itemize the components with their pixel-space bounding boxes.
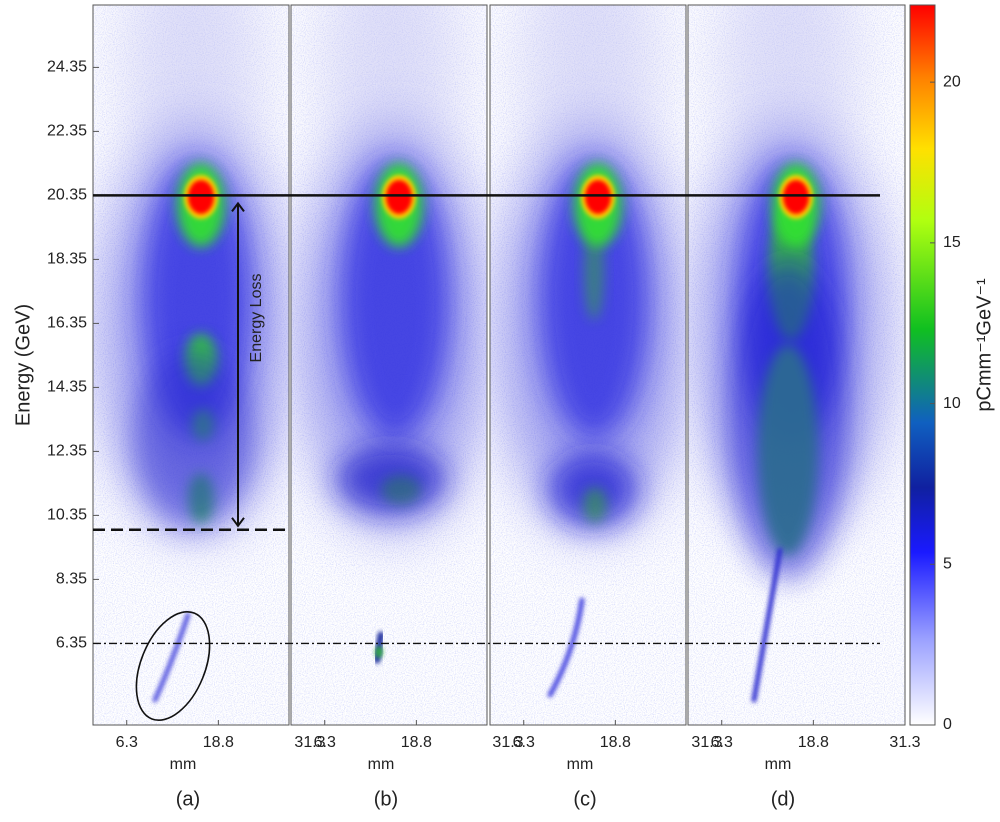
overlay: Energy Loss 0 5 10 15 20 pCmm⁻¹GeV⁻¹	[93, 4, 995, 733]
colorbar-tick-label: 10	[943, 395, 961, 412]
x-axis-label: mm	[368, 756, 395, 773]
y-tick-label: 6.35	[56, 635, 87, 652]
colorbar	[909, 4, 936, 726]
y-tick-label: 10.35	[47, 507, 87, 524]
x-axis-label: mm	[170, 756, 197, 773]
x-tick-label: 18.8	[401, 734, 432, 751]
beam-feature	[133, 350, 253, 530]
beam-feature	[188, 180, 214, 214]
beam-streak	[152, 612, 191, 703]
panels: 6.3 18.8 31.3 mm (a) 6.3 18.8 31.3 mm (b) 6.3 18.8 3…	[47, 4, 921, 810]
panel-frame	[687, 4, 906, 726]
beam-feature	[340, 160, 450, 440]
panel: 6.3 18.8 31.3 mm (a)	[92, 4, 326, 810]
beam-feature	[583, 487, 607, 523]
y-axis-label: Energy (GeV)	[12, 304, 34, 426]
x-tick-label: 18.8	[203, 734, 234, 751]
y-tick-label: 8.35	[56, 571, 87, 588]
beam-streak	[547, 597, 585, 698]
beam-feature	[728, 260, 848, 580]
y-tick-label: 18.35	[47, 251, 87, 268]
colorbar-label: pCmm⁻¹GeV⁻¹	[973, 278, 995, 412]
heatmap-image	[93, 5, 289, 725]
panel-label: (b)	[374, 788, 398, 810]
x-tick-label: 6.3	[513, 734, 535, 751]
x-tick-label: 31.3	[889, 734, 920, 751]
x-axis-label: mm	[567, 756, 594, 773]
panel: 6.3 18.8 31.3 mm (b)	[290, 4, 524, 810]
x-tick-label: 18.8	[600, 734, 631, 751]
annotation-label: Energy Loss	[248, 274, 265, 363]
y-tick-label: 20.35	[47, 187, 87, 204]
panel-frame	[290, 4, 488, 726]
beam-feature	[386, 180, 412, 214]
beam-feature	[783, 180, 809, 214]
beam-feature	[375, 646, 383, 658]
panel-label: (a)	[176, 788, 200, 810]
colorbar-tick-label: 5	[943, 556, 952, 573]
x-tick-label: 6.3	[116, 734, 138, 751]
x-tick-label: 31.3	[492, 734, 523, 751]
beam-feature	[718, 5, 858, 180]
panel-frame	[489, 4, 687, 726]
beam-feature	[321, 5, 461, 180]
beam-feature	[520, 5, 660, 180]
y-tick-label: 14.35	[47, 379, 87, 396]
panel-frame	[92, 4, 290, 726]
beam-streak	[751, 547, 783, 703]
heatmap-image	[688, 5, 905, 725]
x-axis-label: mm	[765, 756, 792, 773]
x-tick-label: 18.8	[798, 734, 829, 751]
y-tick-label: 24.35	[47, 59, 87, 76]
colorbar-tick-label: 0	[943, 716, 952, 733]
x-tick-label: 6.3	[314, 734, 336, 751]
panel: 6.3 18.8 31.3 mm (d)	[687, 4, 921, 810]
heatmap-image	[291, 5, 487, 725]
panel-label: (d)	[771, 788, 795, 810]
y-tick-label: 16.35	[47, 315, 87, 332]
x-tick-label: 31.3	[294, 734, 325, 751]
heatmap-image	[490, 5, 686, 725]
x-tick-label: 31.3	[691, 734, 722, 751]
x-tick-label: 6.3	[711, 734, 733, 751]
panel-label: (c)	[573, 788, 596, 810]
colorbar-tick-label: 20	[943, 73, 961, 90]
panel: 6.3 18.8 31.3 mm (c)	[489, 4, 723, 810]
beam-feature	[381, 475, 421, 505]
arrow-head	[231, 517, 245, 528]
beam-feature	[123, 5, 263, 180]
colorbar-tick-label: 15	[943, 234, 961, 251]
beam-feature	[585, 180, 611, 214]
y-tick-label: 12.35	[47, 443, 87, 460]
y-tick-label: 22.35	[47, 123, 87, 140]
highlight-ellipse	[135, 611, 211, 721]
arrow-head	[231, 201, 245, 212]
